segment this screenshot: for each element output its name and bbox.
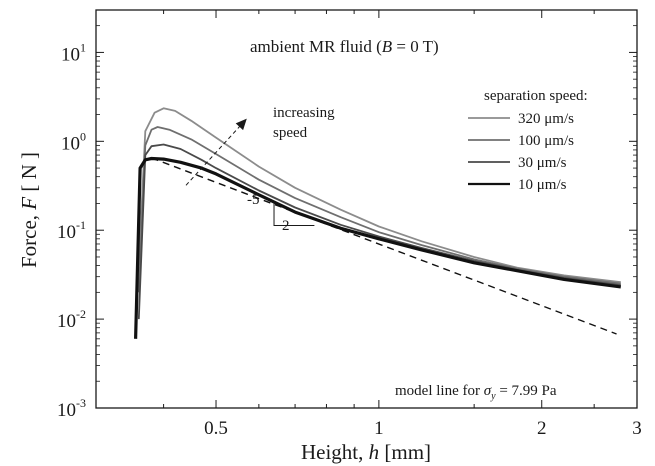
x-axis-title: Height, h [mm] xyxy=(301,440,431,464)
y-tick-label: 100 xyxy=(61,129,86,154)
legend-entry-100: 100 μm/s xyxy=(518,133,574,149)
axis-ticks: 0.5 1 2 3 101 100 10-1 10-2 10-3 xyxy=(57,10,642,439)
slope-run-label: 2 xyxy=(282,218,290,234)
y-tick-label: 101 xyxy=(61,40,86,65)
legend-entry-10: 10 μm/s xyxy=(518,177,567,193)
series-line-100 xyxy=(137,126,621,293)
slope-rise-label: -5 xyxy=(247,192,260,208)
y-tick-label: 10-1 xyxy=(57,218,86,243)
model-line xyxy=(151,157,617,335)
slope-triangle xyxy=(273,202,315,226)
series-line-320 xyxy=(137,107,621,284)
increasing-arrow-head xyxy=(235,118,247,131)
legend-entry-30: 30 μm/s xyxy=(518,155,567,171)
arrow-label-increasing: increasing xyxy=(273,105,335,121)
data-series xyxy=(134,107,622,339)
chart-title: ambient MR fluid (B = 0 T) xyxy=(250,37,439,56)
increasing-arrow-shaft xyxy=(185,118,248,186)
plot-frame xyxy=(95,9,638,409)
x-tick-label: 3 xyxy=(632,418,642,439)
x-tick-label: 2 xyxy=(537,418,547,439)
model-line-label: model line for σy = 7.99 Pa xyxy=(395,383,557,402)
series-line-10 xyxy=(134,156,622,339)
legend-title: separation speed: xyxy=(484,88,588,104)
x-tick-label: 0.5 xyxy=(204,418,228,439)
y-tick-label: 10-3 xyxy=(57,396,86,421)
y-tick-label: 10-2 xyxy=(57,307,86,332)
x-tick-label: 1 xyxy=(374,418,384,439)
legend: separation speed: 320 μm/s 100 μm/s 30 μ… xyxy=(468,88,588,193)
arrow-label-speed: speed xyxy=(273,125,308,141)
annotations xyxy=(185,118,315,226)
legend-entry-320: 320 μm/s xyxy=(518,111,574,127)
y-axis-title: Force, F [ N ] xyxy=(17,152,41,268)
